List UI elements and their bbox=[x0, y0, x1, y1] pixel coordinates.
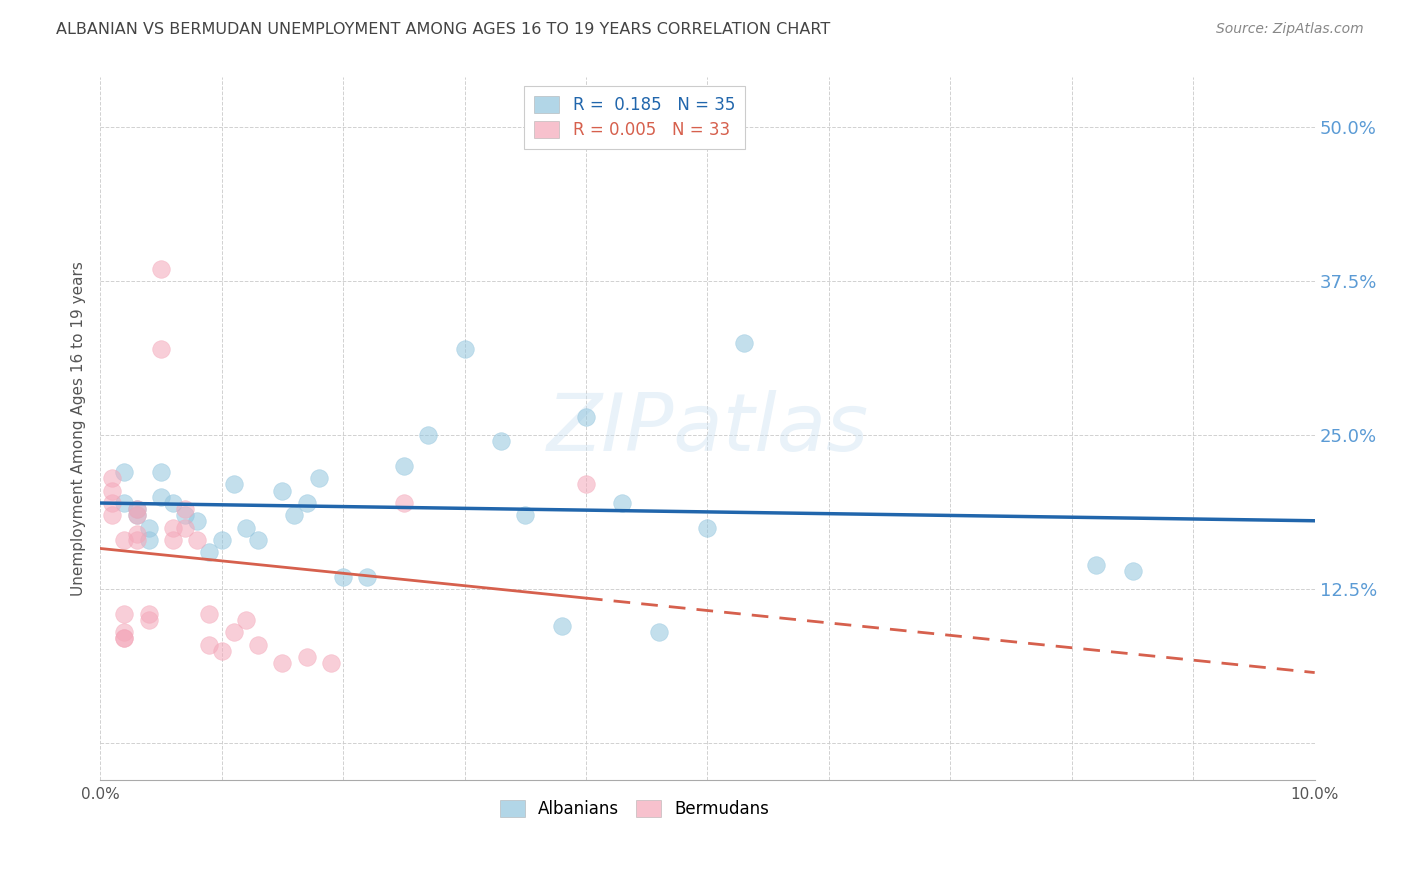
Point bbox=[235, 613, 257, 627]
Point bbox=[198, 607, 221, 621]
Point bbox=[198, 545, 221, 559]
Point bbox=[162, 520, 184, 534]
Point bbox=[550, 619, 572, 633]
Point bbox=[575, 409, 598, 424]
Point bbox=[271, 656, 294, 670]
Point bbox=[125, 526, 148, 541]
Point bbox=[174, 508, 197, 523]
Point bbox=[222, 625, 245, 640]
Point bbox=[101, 483, 124, 498]
Text: ZIPatlas: ZIPatlas bbox=[547, 390, 869, 468]
Point bbox=[112, 533, 135, 547]
Point bbox=[112, 625, 135, 640]
Point bbox=[101, 471, 124, 485]
Point bbox=[101, 496, 124, 510]
Text: ALBANIAN VS BERMUDAN UNEMPLOYMENT AMONG AGES 16 TO 19 YEARS CORRELATION CHART: ALBANIAN VS BERMUDAN UNEMPLOYMENT AMONG … bbox=[56, 22, 831, 37]
Point bbox=[198, 638, 221, 652]
Point bbox=[138, 533, 160, 547]
Point bbox=[112, 496, 135, 510]
Point bbox=[271, 483, 294, 498]
Point bbox=[235, 520, 257, 534]
Point bbox=[101, 508, 124, 523]
Point bbox=[416, 428, 439, 442]
Point bbox=[612, 496, 634, 510]
Legend: Albanians, Bermudans: Albanians, Bermudans bbox=[494, 793, 776, 825]
Point bbox=[356, 570, 378, 584]
Point bbox=[186, 533, 208, 547]
Point bbox=[392, 496, 415, 510]
Point bbox=[575, 477, 598, 491]
Point bbox=[125, 533, 148, 547]
Point bbox=[112, 465, 135, 479]
Point bbox=[125, 502, 148, 516]
Point bbox=[319, 656, 342, 670]
Point bbox=[308, 471, 330, 485]
Point bbox=[222, 477, 245, 491]
Point bbox=[162, 496, 184, 510]
Point bbox=[149, 261, 172, 276]
Y-axis label: Unemployment Among Ages 16 to 19 years: Unemployment Among Ages 16 to 19 years bbox=[72, 261, 86, 597]
Point bbox=[295, 496, 318, 510]
Point bbox=[138, 520, 160, 534]
Point bbox=[125, 502, 148, 516]
Point bbox=[283, 508, 305, 523]
Point bbox=[125, 508, 148, 523]
Point bbox=[174, 520, 197, 534]
Point bbox=[174, 502, 197, 516]
Point bbox=[138, 607, 160, 621]
Point bbox=[1121, 564, 1143, 578]
Point bbox=[186, 514, 208, 528]
Point bbox=[149, 465, 172, 479]
Text: Source: ZipAtlas.com: Source: ZipAtlas.com bbox=[1216, 22, 1364, 37]
Point bbox=[247, 638, 270, 652]
Point bbox=[211, 533, 233, 547]
Point bbox=[112, 607, 135, 621]
Point bbox=[1085, 558, 1108, 572]
Point bbox=[453, 342, 475, 356]
Point bbox=[112, 632, 135, 646]
Point bbox=[138, 613, 160, 627]
Point bbox=[332, 570, 354, 584]
Point bbox=[392, 458, 415, 473]
Point bbox=[648, 625, 671, 640]
Point bbox=[295, 650, 318, 665]
Point bbox=[162, 533, 184, 547]
Point bbox=[247, 533, 270, 547]
Point bbox=[733, 335, 755, 350]
Point bbox=[211, 644, 233, 658]
Point bbox=[149, 490, 172, 504]
Point bbox=[112, 632, 135, 646]
Point bbox=[515, 508, 537, 523]
Point bbox=[489, 434, 512, 449]
Point bbox=[125, 508, 148, 523]
Point bbox=[696, 520, 718, 534]
Point bbox=[149, 342, 172, 356]
